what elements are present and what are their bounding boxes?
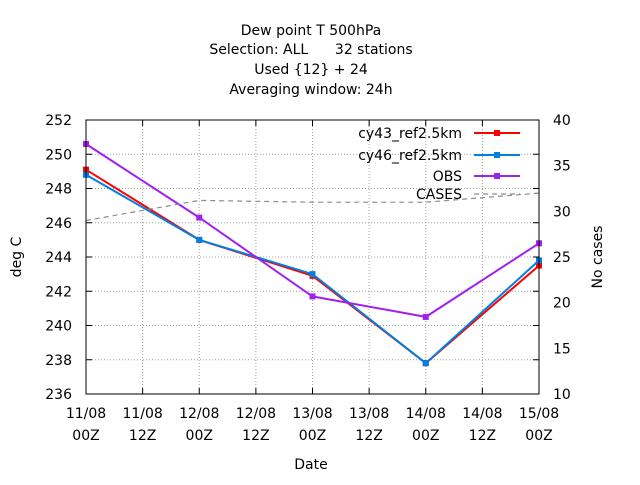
title-line: Averaging window: 24h [229,82,392,98]
title-line: Dew point T 500hPa [241,23,381,39]
y2-tick-label: 15 [553,341,571,357]
x-tick-label-date: 14/08 [406,406,446,422]
series-line [85,143,540,318]
chart-title: Dew point T 500hPa Selection: ALL 32 stat… [209,23,412,98]
x-tick-label-date: 13/08 [292,406,332,422]
data-point [422,360,429,367]
legend-marker [494,130,500,136]
y-axis-label: deg C [9,236,25,277]
y-tick-label: 244 [45,250,72,266]
data-point [309,293,316,300]
title-line: Selection: ALL 32 stations [209,42,412,58]
x-tick-label-time: 12Z [242,428,269,444]
x-tick-label-time: 00Z [72,428,99,444]
x-tick-label-time: 12Z [469,428,496,444]
ticks: 236 238 240 242 244 246 248 250 252 10 15 20 25 30 35 4… [45,113,571,444]
x-axis-label: Date [294,457,327,473]
x-tick-label-date: 14/08 [462,406,502,422]
data-point [309,271,316,278]
x-tick-label-date: 11/08 [66,406,106,422]
data-point [196,236,203,243]
y-tick-label: 246 [45,216,72,232]
y-tick-label: 242 [45,284,72,300]
x-tick-label-time: 00Z [299,428,326,444]
grid [86,120,539,394]
legend: cy43_ref2.5km cy46_ref2.5km OBS CASES [358,126,520,203]
x-tick-label-time: 00Z [525,428,552,444]
plot-frame [85,119,540,395]
series-line [85,173,540,365]
y-tick-label: 252 [45,113,72,129]
y-tick-label: 250 [45,147,72,163]
x-tick-label-date: 11/08 [122,406,162,422]
legend-marker [494,173,500,179]
x-tick-label-date: 13/08 [349,406,389,422]
series-line-cases [85,192,540,222]
data-point [422,313,429,320]
y2-tick-label: 35 [553,159,571,175]
legend-label: cy46_ref2.5km [358,148,462,164]
data-point [196,214,203,221]
x-tick-label-time: 12Z [355,428,382,444]
y2-tick-label: 40 [553,113,571,129]
title-line: Used {12} + 24 [254,62,368,78]
x-tick-label-date: 15/08 [519,406,559,422]
legend-label: CASES [416,187,462,203]
y2-tick-label: 10 [553,387,571,403]
y-tick-label: 248 [45,182,72,198]
y-tick-label: 240 [45,319,72,335]
y2-tick-label: 20 [553,296,571,312]
legend-label: OBS [433,169,462,185]
x-tick-label-date: 12/08 [179,406,219,422]
legend-label: cy43_ref2.5km [358,126,462,142]
x-tick-label-time: 00Z [412,428,439,444]
y2-tick-label: 30 [553,204,571,220]
legend-marker [494,152,500,158]
y2-tick-label: 25 [553,250,571,266]
x-tick-label-time: 00Z [186,428,213,444]
y-tick-label: 236 [45,387,72,403]
y2-axis-label: No cases [590,226,606,289]
y-tick-label: 238 [45,353,72,369]
x-tick-label-time: 12Z [129,428,156,444]
x-tick-label-date: 12/08 [236,406,276,422]
